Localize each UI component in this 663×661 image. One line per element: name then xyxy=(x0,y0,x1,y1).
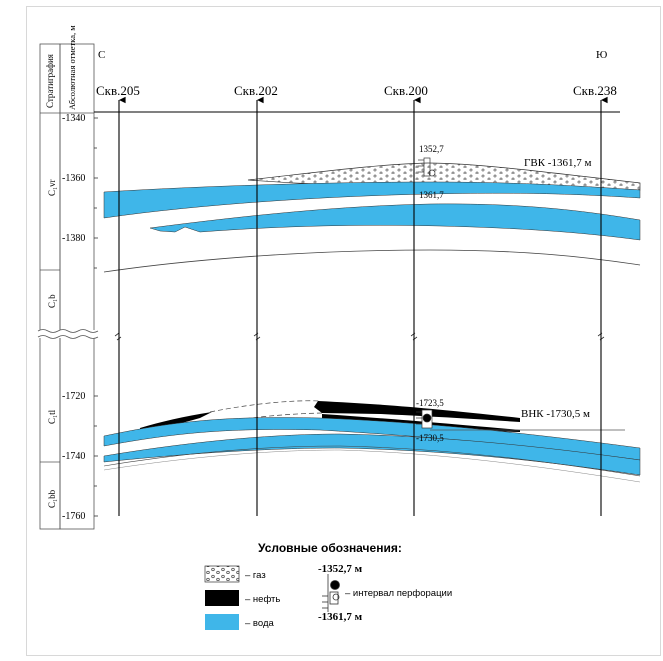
legend-title: Условные обозначения: xyxy=(258,541,402,555)
structure-line-upper xyxy=(103,249,641,273)
strat-label-c1tl: C₁tl xyxy=(47,409,57,424)
page-border xyxy=(26,6,661,656)
legend-swatches xyxy=(204,565,240,630)
south-label: Ю xyxy=(596,49,607,61)
legend-water-label: – вода xyxy=(245,618,274,629)
well-name-238: Скв.238 xyxy=(573,83,617,98)
legend-perf-label: – интервал перфорации xyxy=(345,588,452,599)
owc-label: ВНК -1730,5 м xyxy=(521,408,590,420)
lower-section xyxy=(103,400,641,483)
depth-label: -1760 xyxy=(62,511,85,522)
depth-label: -1380 xyxy=(62,233,85,244)
perforation-upper xyxy=(418,157,436,177)
legend-gas-swatch xyxy=(204,565,240,583)
depth-label: -1720 xyxy=(62,391,85,402)
gas-top-value: 1352,7 xyxy=(419,144,444,154)
strat-label-c1b: C₁b xyxy=(47,294,57,308)
oil-body-lower xyxy=(322,414,520,432)
north-label: С xyxy=(98,49,105,61)
strat-label-c1vr: C₁vr xyxy=(47,179,57,196)
oil-body-main xyxy=(314,401,520,422)
owc-depth-value: -1730,5 xyxy=(416,433,444,443)
legend-water-swatch xyxy=(205,614,239,630)
left-columns xyxy=(39,43,95,530)
well-name-202: Скв.202 xyxy=(234,83,278,98)
well-name-205: Скв.205 xyxy=(96,83,140,98)
stratigraphy-header: Стратиграфия xyxy=(45,54,55,108)
well-name-200: Скв.200 xyxy=(384,83,428,98)
gwc-depth-value: 1361,7 xyxy=(419,190,444,200)
legend-oil-swatch xyxy=(205,590,239,606)
oil-top-value: -1723,5 xyxy=(416,398,444,408)
depth-label: -1740 xyxy=(62,451,85,462)
upper-section xyxy=(103,162,641,273)
perforation-lower xyxy=(416,409,433,429)
legend-perf-bottom: -1361,7 м xyxy=(318,611,363,623)
upper-water-layer xyxy=(103,181,641,219)
legend-oil-label: – нефть xyxy=(245,594,280,605)
depth-label: -1340 xyxy=(62,113,85,124)
legend-perf-top: -1352,7 м xyxy=(318,563,363,575)
lower-water-layer xyxy=(149,203,641,241)
gwc-label: ГВК -1361,7 м xyxy=(524,157,591,169)
elevation-header: Абсолютная отметка, м xyxy=(67,25,77,110)
lower-water-lower-band xyxy=(103,433,641,476)
legend-perforation-symbol xyxy=(322,574,340,612)
strat-label-c1bb: C₁bb xyxy=(47,489,57,508)
well-break-marks xyxy=(114,332,605,341)
depth-label: -1360 xyxy=(62,173,85,184)
legend-gas-label: – газ xyxy=(245,570,266,581)
depth-axis-ticks xyxy=(94,117,98,517)
column-break-mark xyxy=(37,329,99,339)
wells xyxy=(118,96,608,516)
